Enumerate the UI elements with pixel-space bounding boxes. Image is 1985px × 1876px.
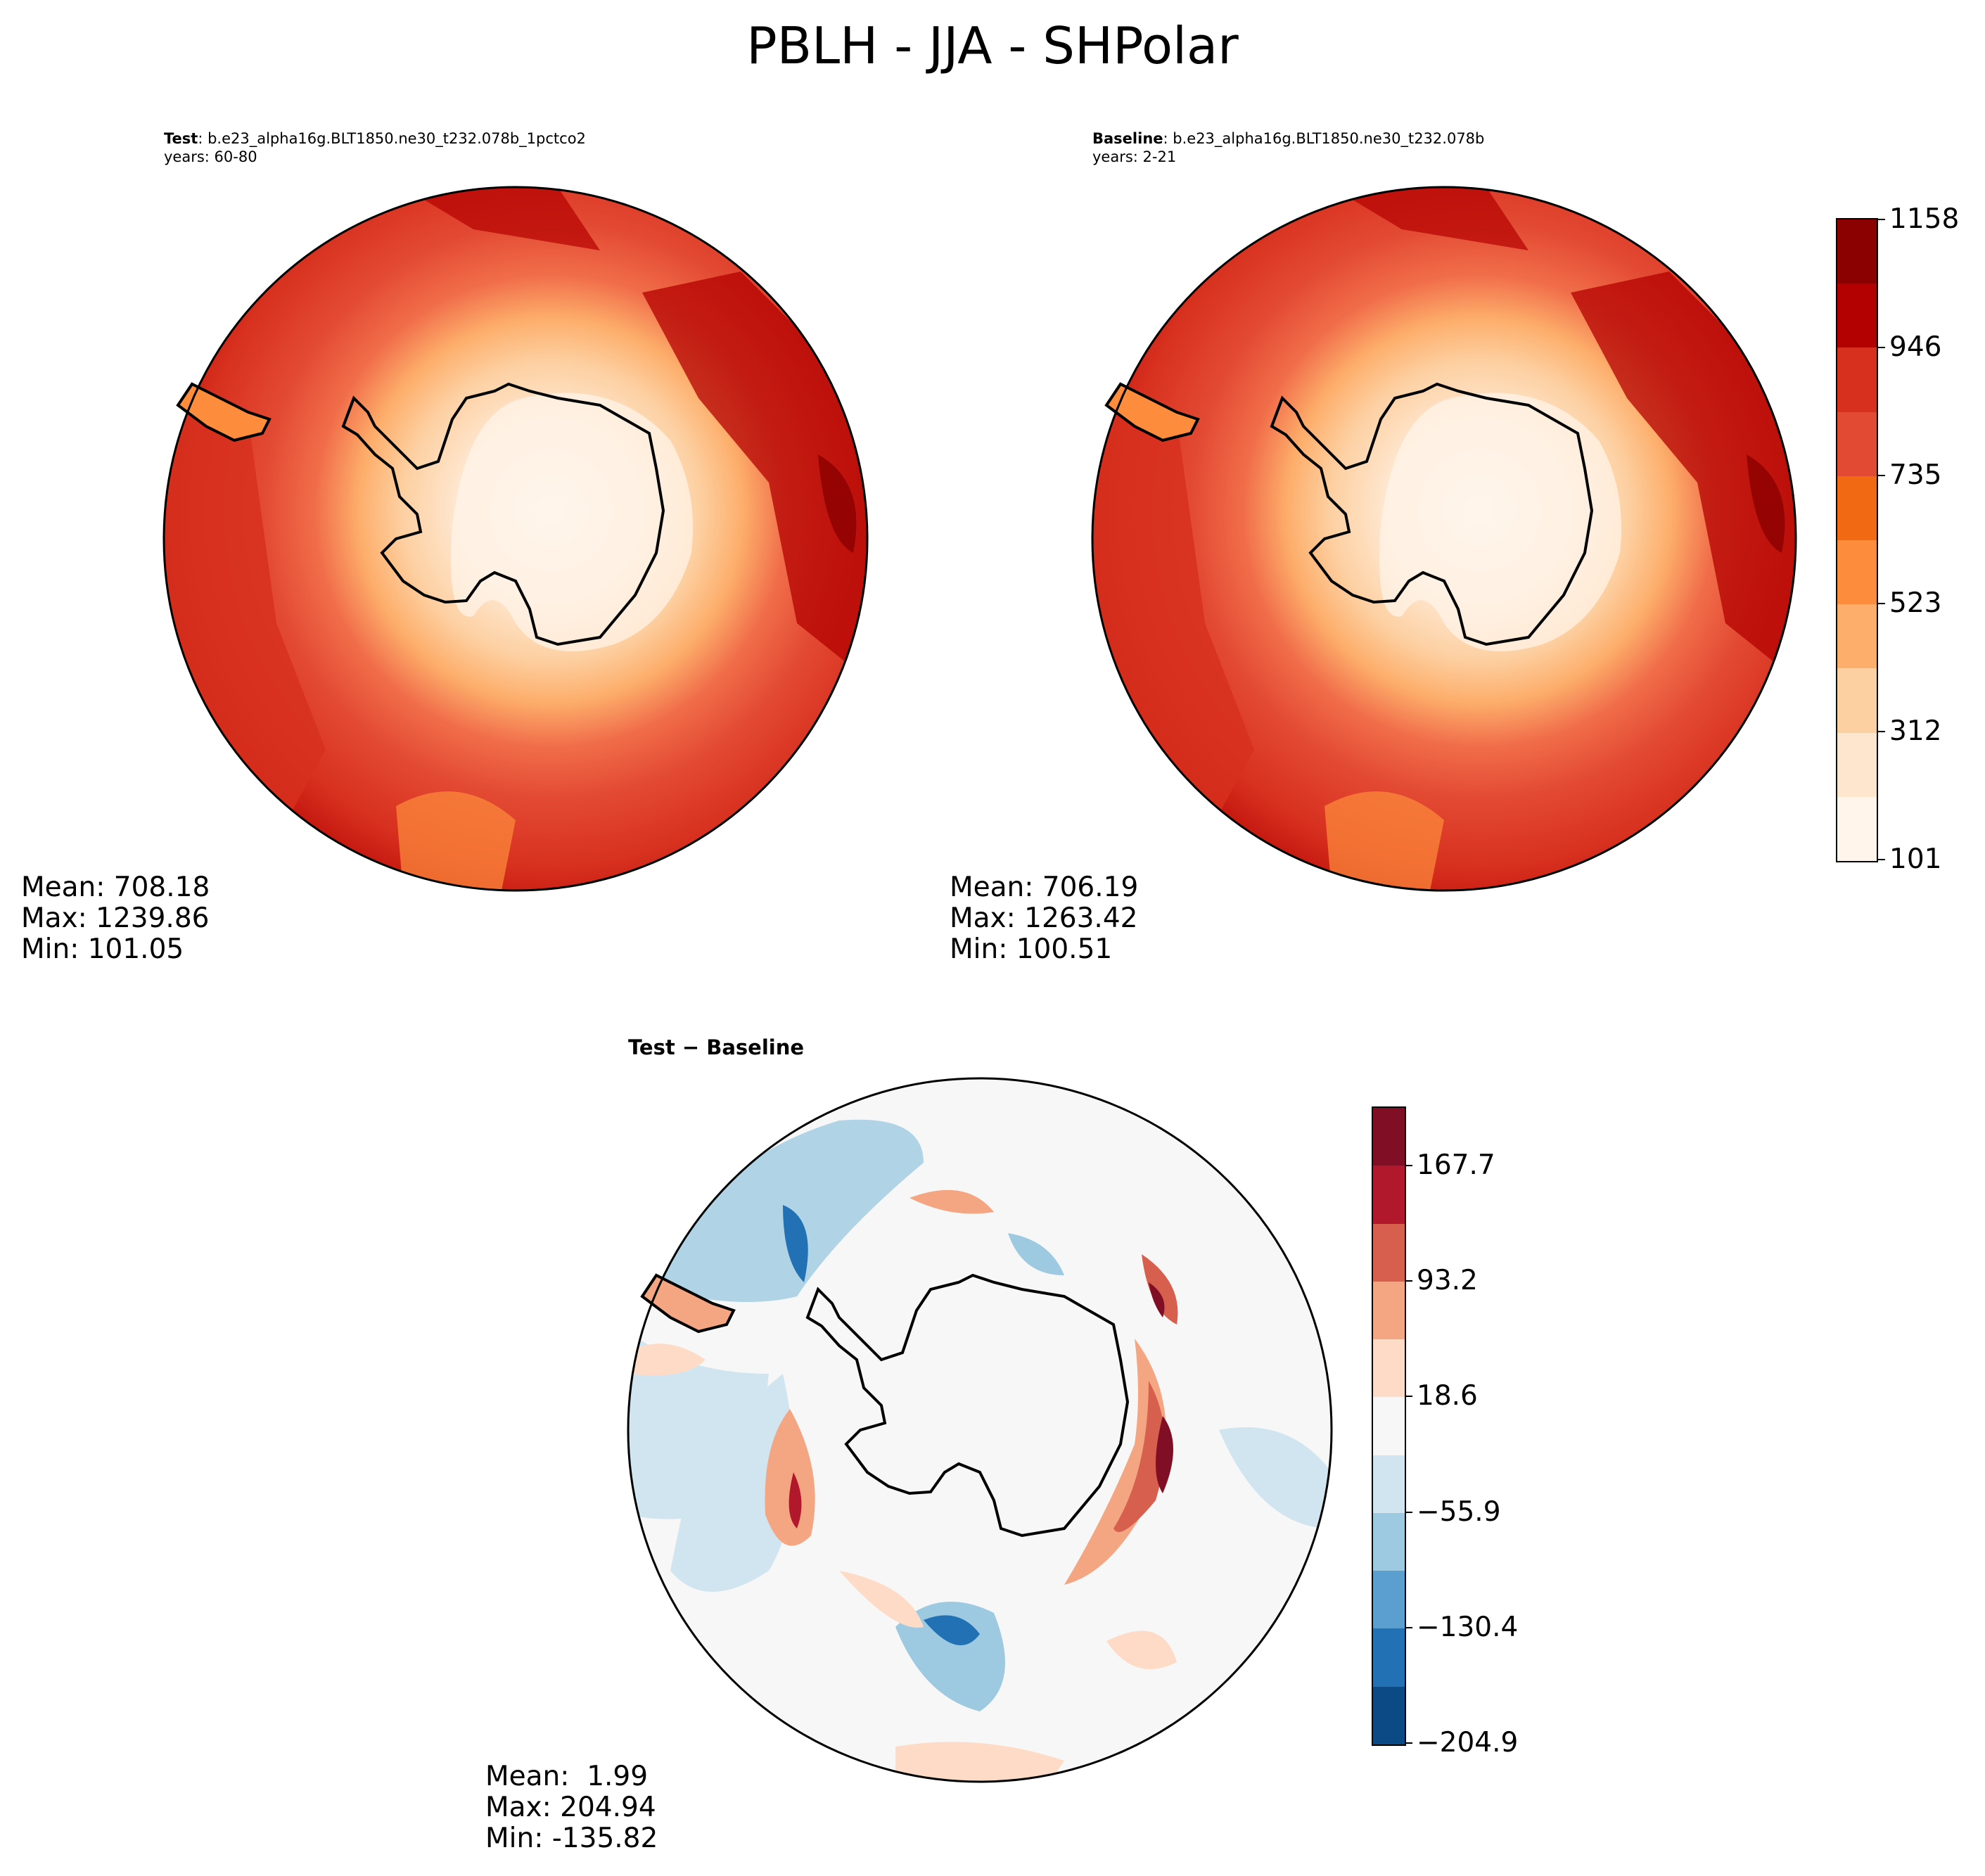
antarctica-coastline-diff xyxy=(805,1273,1130,1538)
colorbar-segment xyxy=(1837,411,1877,476)
baseline-mean: Mean: 706.19 xyxy=(950,872,1139,903)
colorbar-segment xyxy=(1373,1223,1405,1282)
colorbar-tick-mark xyxy=(1878,859,1885,860)
test-years: years: 60-80 xyxy=(164,148,257,165)
baseline-case-name: : b.e23_alpha16g.BLT1850.ne30_t232.078b xyxy=(1163,130,1485,147)
colorbar-tick-label: −55.9 xyxy=(1417,1495,1501,1528)
colorbar-tick-mark xyxy=(1405,1396,1412,1398)
south-america-tip-test xyxy=(176,382,272,442)
colorbar-tick-mark xyxy=(1878,731,1885,732)
baseline-label: Baseline xyxy=(1092,130,1163,147)
colorbar-tick-label: 946 xyxy=(1889,331,1942,363)
colorbar-tick-mark xyxy=(1405,1626,1412,1628)
colorbar-tick-label: −130.4 xyxy=(1417,1611,1519,1643)
diff-polar-map xyxy=(627,1077,1333,1783)
test-label: Test xyxy=(164,130,198,147)
diff-max: Max: 204.94 xyxy=(485,1792,656,1823)
baseline-years: years: 2-21 xyxy=(1092,148,1177,165)
colorbar-segment xyxy=(1373,1455,1405,1513)
colorbar-tick-mark xyxy=(1878,219,1885,220)
colorbar-tick-mark xyxy=(1878,475,1885,476)
colorbar-segment xyxy=(1373,1166,1405,1224)
colorbar-segment xyxy=(1837,283,1877,348)
south-america-tip-baseline xyxy=(1104,382,1200,442)
colorbar-tick-label: 735 xyxy=(1889,459,1942,491)
colorbar-tick-label: 312 xyxy=(1889,715,1942,747)
figure-title: PBLH - JJA - SHPolar xyxy=(746,16,1239,75)
colorbar-segment xyxy=(1837,732,1877,797)
colorbar-segment xyxy=(1837,604,1877,669)
colorbar-segment xyxy=(1373,1281,1405,1340)
colorbar-tick-label: −204.9 xyxy=(1417,1727,1519,1759)
baseline-max: Max: 1263.42 xyxy=(950,902,1138,934)
colorbar-segment xyxy=(1373,1628,1405,1687)
antarctica-coastline-baseline xyxy=(1270,382,1594,646)
colorbar-segment xyxy=(1373,1108,1405,1166)
colorbar-tick-mark xyxy=(1405,1742,1412,1744)
colorbar-segment xyxy=(1837,668,1877,733)
diff-panel-title: Test − Baseline xyxy=(628,1035,805,1059)
colorbar-tick-mark xyxy=(1405,1280,1412,1282)
colorbar-segment xyxy=(1837,796,1877,861)
south-america-tip-diff xyxy=(640,1273,736,1334)
colorbar-tick-label: 101 xyxy=(1889,843,1942,875)
colorbar-segment xyxy=(1837,219,1877,284)
baseline-stats: Mean: 706.19 Max: 1263.42 Min: 100.51 xyxy=(950,872,1138,965)
colorbar-segment xyxy=(1837,476,1877,540)
colorbar-tick-mark xyxy=(1405,1165,1412,1167)
diff-stats: Mean: 1.99 Max: 204.94 Min: -135.82 xyxy=(485,1761,658,1854)
colorbar-segment xyxy=(1837,540,1877,605)
colorbar-tick-label: 167.7 xyxy=(1417,1149,1495,1182)
colorbar-tick-mark xyxy=(1878,347,1885,348)
colorbar-tick-label: 93.2 xyxy=(1417,1265,1478,1297)
diff-min: Min: -135.82 xyxy=(485,1823,658,1854)
colorbar-segment xyxy=(1373,1397,1405,1455)
test-case-name: : b.e23_alpha16g.BLT1850.ne30_t232.078b_… xyxy=(198,130,586,147)
main-colorbar xyxy=(1836,218,1878,862)
colorbar-tick-label: 18.6 xyxy=(1417,1380,1478,1412)
test-polar-map xyxy=(162,186,869,892)
baseline-panel-title: Baseline: b.e23_alpha16g.BLT1850.ne30_t2… xyxy=(1092,129,1484,166)
colorbar-tick-label: 523 xyxy=(1889,587,1942,619)
colorbar-segment xyxy=(1373,1571,1405,1629)
test-stats: Mean: 708.18 Max: 1239.86 Min: 101.05 xyxy=(21,872,210,965)
colorbar-segment xyxy=(1837,347,1877,412)
test-panel-title: Test: b.e23_alpha16g.BLT1850.ne30_t232.0… xyxy=(164,129,586,166)
baseline-min: Min: 100.51 xyxy=(950,933,1113,965)
colorbar-segment xyxy=(1373,1339,1405,1398)
colorbar-tick-mark xyxy=(1878,603,1885,604)
colorbar-tick-label: 1158 xyxy=(1889,203,1960,235)
colorbar-tick-mark xyxy=(1405,1511,1412,1513)
test-max: Max: 1239.86 xyxy=(21,902,210,934)
antarctica-coastline-test xyxy=(341,382,665,646)
test-mean: Mean: 708.18 xyxy=(21,872,210,903)
colorbar-segment xyxy=(1373,1512,1405,1571)
diff-colorbar xyxy=(1372,1106,1406,1746)
baseline-polar-map xyxy=(1091,186,1797,892)
test-min: Min: 101.05 xyxy=(21,933,184,965)
colorbar-segment xyxy=(1373,1686,1405,1744)
diff-mean: Mean: 1.99 xyxy=(485,1761,649,1792)
